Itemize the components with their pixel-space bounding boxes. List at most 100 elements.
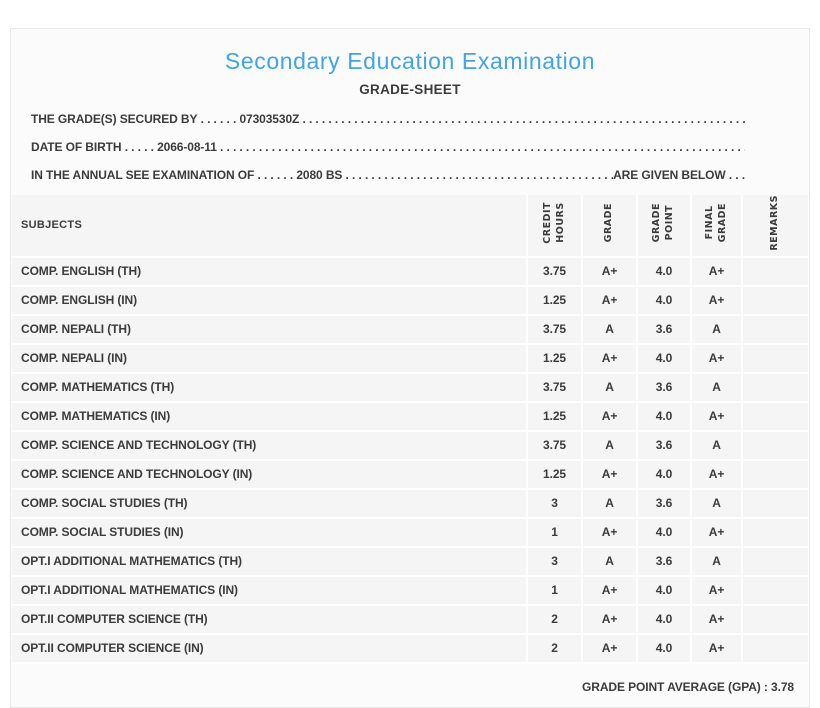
cell-final-grade: A+	[692, 344, 743, 374]
table-row: COMP. SCIENCE AND TECHNOLOGY (IN) 1.25 A+ 4…	[12, 460, 809, 490]
table-row: COMP. MATHEMATICS (TH) 3.75 A 3.6 A	[12, 373, 809, 403]
cell-remarks	[743, 315, 809, 345]
column-header-grade-point: GRADE POINT	[638, 195, 692, 258]
cell-remarks	[743, 402, 809, 432]
column-header-remarks: REMARKS	[743, 195, 809, 258]
cell-subject: OPT.II COMPUTER SCIENCE (IN)	[12, 634, 528, 664]
cell-grade: A	[583, 373, 638, 403]
cell-subject: OPT.I ADDITIONAL MATHEMATICS (TH)	[12, 547, 528, 577]
cell-grade: A+	[583, 576, 638, 606]
dotted-leader: . . . . . . . . . . . . . . . . . . . . …	[302, 112, 745, 126]
dotted-leader: . . . . . .	[197, 112, 240, 126]
cell-credit-hours: 3.75	[528, 257, 583, 287]
cell-remarks	[743, 460, 809, 490]
dotted-leader: . . .	[725, 168, 745, 182]
table-row: COMP. SOCIAL STUDIES (IN) 1 A+ 4.0 A+	[12, 518, 809, 548]
table-row: COMP. NEPALI (IN) 1.25 A+ 4.0 A+	[12, 344, 809, 374]
cell-grade-point: 3.6	[638, 489, 692, 519]
table-row: OPT.II COMPUTER SCIENCE (TH) 2 A+ 4.0 A+	[12, 605, 809, 635]
table-row: OPT.I ADDITIONAL MATHEMATICS (TH) 3 A 3.6 A	[12, 547, 809, 577]
grade-sheet-card: Secondary Education Examination GRADE-SH…	[10, 28, 810, 708]
dotted-leader: . . . . . . . . . . . . . . . . . . . . …	[345, 168, 614, 182]
cell-subject: COMP. SCIENCE AND TECHNOLOGY (TH)	[12, 431, 528, 461]
table-row: OPT.I ADDITIONAL MATHEMATICS (IN) 1 A+ 4.0 A…	[12, 576, 809, 606]
cell-credit-hours: 1	[528, 576, 583, 606]
cell-final-grade: A+	[692, 402, 743, 432]
cell-credit-hours: 1.25	[528, 286, 583, 316]
column-header-credit-hours: CREDIT HOURS	[528, 195, 583, 258]
cell-remarks	[743, 431, 809, 461]
cell-grade: A	[583, 315, 638, 345]
cell-final-grade: A+	[692, 605, 743, 635]
cell-grade: A+	[583, 402, 638, 432]
info-label: THE GRADE(S) SECURED BY	[31, 112, 198, 126]
symbol-number-value: 07303530Z	[239, 112, 300, 126]
cell-subject: COMP. SOCIAL STUDIES (TH)	[12, 489, 528, 519]
cell-final-grade: A+	[692, 257, 743, 287]
cell-grade-point: 4.0	[638, 518, 692, 548]
info-suffix: ARE GIVEN BELOW	[613, 168, 726, 182]
cell-grade-point: 3.6	[638, 315, 692, 345]
cell-remarks	[743, 373, 809, 403]
cell-grade: A+	[583, 605, 638, 635]
cell-remarks	[743, 605, 809, 635]
cell-remarks	[743, 547, 809, 577]
dotted-leader: . . . . . . . . . . . . . . . . . . . . …	[220, 140, 745, 154]
cell-final-grade: A+	[692, 634, 743, 664]
cell-credit-hours: 3.75	[528, 315, 583, 345]
cell-final-grade: A+	[692, 460, 743, 490]
cell-grade: A+	[583, 460, 638, 490]
cell-credit-hours: 1.25	[528, 460, 583, 490]
info-label: DATE OF BIRTH	[31, 140, 122, 154]
cell-subject: COMP. NEPALI (IN)	[12, 344, 528, 374]
table-row: COMP. SCIENCE AND TECHNOLOGY (TH) 3.75 A 3.…	[12, 431, 809, 461]
cell-credit-hours: 3	[528, 547, 583, 577]
table-row: COMP. MATHEMATICS (IN) 1.25 A+ 4.0 A+	[12, 402, 809, 432]
info-line-examination-year: IN THE ANNUAL SEE EXAMINATION OF . . . .…	[31, 167, 745, 184]
cell-credit-hours: 3	[528, 489, 583, 519]
info-label: IN THE ANNUAL SEE EXAMINATION OF	[31, 168, 255, 182]
date-of-birth-value: 2066-08-11	[157, 140, 217, 154]
grade-table-header-row: SUBJECTS CREDIT HOURS GRADE GRADE POINT …	[12, 195, 809, 258]
exam-year-value: 2080 BS	[296, 168, 343, 182]
cell-grade-point: 4.0	[638, 344, 692, 374]
table-row: COMP. SOCIAL STUDIES (TH) 3 A 3.6 A	[12, 489, 809, 519]
cell-remarks	[743, 344, 809, 374]
cell-grade-point: 4.0	[638, 257, 692, 287]
cell-grade-point: 3.6	[638, 431, 692, 461]
cell-subject: COMP. ENGLISH (TH)	[12, 257, 528, 287]
gpa-value: 3.78	[771, 679, 794, 694]
cell-credit-hours: 1.25	[528, 344, 583, 374]
cell-grade-point: 4.0	[638, 576, 692, 606]
gpa-label: GRADE POINT AVERAGE (GPA) :	[582, 679, 772, 694]
table-row: COMP. ENGLISH (IN) 1.25 A+ 4.0 A+	[12, 286, 809, 316]
cell-credit-hours: 1	[528, 518, 583, 548]
cell-final-grade: A+	[692, 576, 743, 606]
cell-grade: A+	[583, 257, 638, 287]
cell-remarks	[743, 576, 809, 606]
cell-subject: COMP. ENGLISH (IN)	[12, 286, 528, 316]
info-line-date-of-birth: DATE OF BIRTH . . . . . 2066-08-11 . . .…	[31, 139, 745, 156]
candidate-info-section: THE GRADE(S) SECURED BY . . . . . . 0730…	[31, 111, 809, 184]
cell-credit-hours: 2	[528, 605, 583, 635]
cell-final-grade: A	[692, 547, 743, 577]
dotted-leader: . . . . . .	[254, 168, 297, 182]
cell-remarks	[743, 634, 809, 664]
cell-final-grade: A	[692, 431, 743, 461]
cell-final-grade: A+	[692, 518, 743, 548]
grade-sheet-subtitle: GRADE-SHEET	[359, 82, 461, 97]
cell-remarks	[743, 257, 809, 287]
cell-grade-point: 4.0	[638, 634, 692, 664]
gpa-summary: GRADE POINT AVERAGE (GPA) : 3.78	[11, 679, 794, 695]
cell-grade: A+	[583, 286, 638, 316]
column-header-final-grade: FINAL GRADE	[692, 195, 743, 258]
cell-subject: COMP. SCIENCE AND TECHNOLOGY (IN)	[12, 460, 528, 490]
cell-grade: A	[583, 431, 638, 461]
cell-grade-point: 4.0	[638, 286, 692, 316]
cell-grade: A	[583, 547, 638, 577]
cell-credit-hours: 1.25	[528, 402, 583, 432]
cell-grade: A+	[583, 634, 638, 664]
cell-credit-hours: 3.75	[528, 373, 583, 403]
cell-subject: COMP. MATHEMATICS (TH)	[12, 373, 528, 403]
cell-grade: A+	[583, 344, 638, 374]
